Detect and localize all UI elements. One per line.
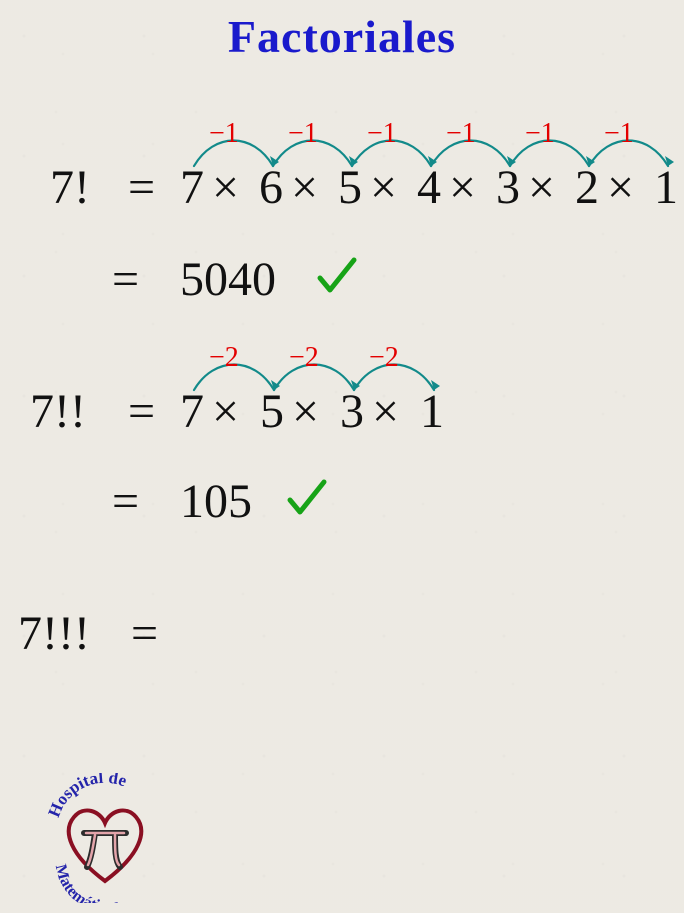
eq2-equals: =: [128, 384, 155, 439]
arc-label: −1: [209, 118, 239, 150]
eq2-term: 7: [180, 384, 204, 439]
arc-label: −1: [604, 118, 634, 150]
arc-label: −2: [289, 342, 319, 374]
logo: Hospital de Matemáticas: [40, 773, 170, 903]
arc-label: −1: [367, 118, 397, 150]
eq2-result: 105: [180, 474, 252, 529]
mult-sign: ×: [212, 160, 239, 215]
eq-equals: =: [112, 474, 139, 529]
eq-equals: =: [112, 252, 139, 307]
eq1-term: 2: [575, 160, 599, 215]
eq1-term: 4: [417, 160, 441, 215]
arc-label: −1: [446, 118, 476, 150]
eq1-lhs: 7!: [50, 160, 90, 215]
mult-sign: ×: [291, 160, 318, 215]
eq2-term: 1: [420, 384, 444, 439]
eq2-term: 3: [340, 384, 364, 439]
arc-label: −2: [209, 342, 239, 374]
eq3-equals: =: [131, 606, 158, 661]
eq1-equals: =: [128, 160, 155, 215]
arc-label: −1: [525, 118, 555, 150]
arc-label: −2: [369, 342, 399, 374]
mult-sign: ×: [607, 160, 634, 215]
eq1-term: 6: [259, 160, 283, 215]
page-title: Factoriales: [0, 10, 684, 63]
check-icon: [284, 476, 328, 532]
eq1-term: 3: [496, 160, 520, 215]
eq1-term: 1: [654, 160, 678, 215]
mult-sign: ×: [370, 160, 397, 215]
arc-label: −1: [288, 118, 318, 150]
mult-sign: ×: [449, 160, 476, 215]
eq1-term: 7: [180, 160, 204, 215]
eq2-lhs: 7!!: [30, 384, 86, 439]
mult-sign: ×: [212, 384, 239, 439]
eq3-lhs: 7!!!: [18, 606, 90, 661]
eq2-term: 5: [260, 384, 284, 439]
mult-sign: ×: [528, 160, 555, 215]
eq1-term: 5: [338, 160, 362, 215]
check-icon: [314, 254, 358, 310]
mult-sign: ×: [292, 384, 319, 439]
mult-sign: ×: [372, 384, 399, 439]
eq1-result: 5040: [180, 252, 276, 307]
